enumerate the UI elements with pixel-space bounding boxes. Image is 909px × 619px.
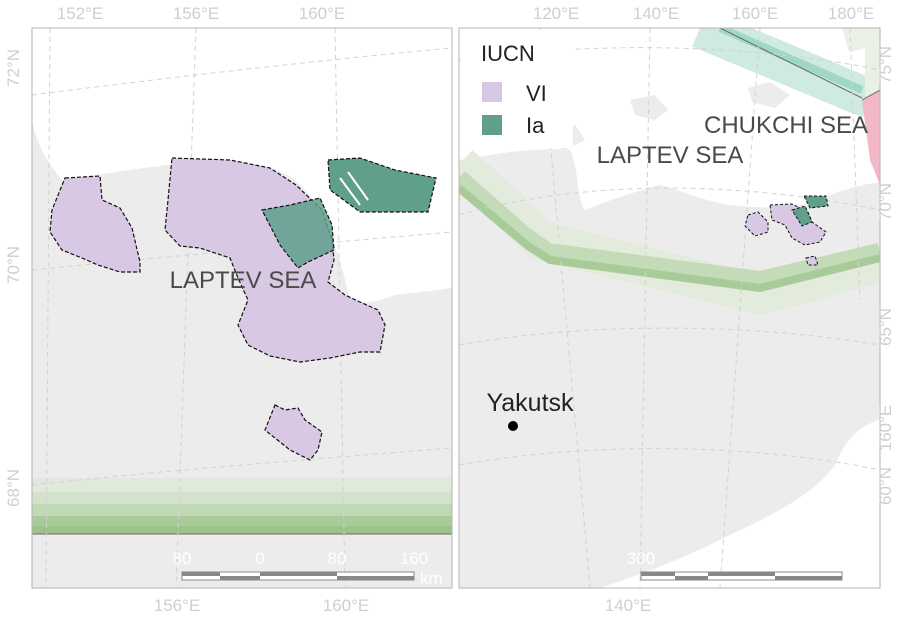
right-side-tick-2: 65°N: [876, 308, 895, 346]
left-side-tick-0: 72°N: [4, 49, 23, 87]
legend-title: IUCN: [481, 41, 535, 66]
left-top-tick-2: 160°E: [299, 4, 346, 23]
right-scale-label-2: 300: [761, 549, 789, 568]
vi-area-west: [49, 175, 141, 273]
left-top-tick-0: 152°E: [57, 4, 104, 23]
left-scale-label-2: 80: [328, 549, 347, 568]
right-side-tick-4: 60°N: [876, 467, 895, 505]
left-land: [32, 28, 452, 588]
right-iucn-vi-areas: [744, 203, 827, 266]
right-scale-label-1: 0: [703, 549, 712, 568]
right-side-tick-3: 160°E: [876, 405, 895, 452]
left-map-panel: LAPTEV SEA 80 0 80 160 km 152°E 156: [4, 4, 453, 615]
right-scale-bar: 300 0 300 600 km: [627, 549, 871, 588]
left-bottom-tick-0: 156°E: [154, 596, 201, 615]
left-side-tick-2: 68°N: [4, 469, 23, 507]
right-scale-label-3: 600: [828, 549, 856, 568]
legend-swatch-vi: [482, 82, 502, 102]
left-scale-bar: 80 0 80 160 km: [173, 549, 443, 588]
left-scale-label-1: 0: [255, 549, 264, 568]
left-sea-label: LAPTEV SEA: [170, 267, 317, 294]
left-scale-label-0: 80: [173, 549, 192, 568]
right-top-tick-0: 120°E: [533, 4, 580, 23]
right-top-tick-1: 140°E: [633, 4, 680, 23]
right-top-tick-3: 180°E: [828, 4, 875, 23]
ia-area-overlap: [261, 197, 335, 269]
legend: IUCN VI Ia: [461, 30, 573, 148]
right-sea-label-laptev: LAPTEV SEA: [597, 142, 744, 169]
vi-area-south: [264, 404, 323, 461]
legend-swatch-ia: [482, 115, 502, 135]
right-top-tick-2: 160°E: [732, 4, 779, 23]
left-side-tick-1: 70°N: [4, 246, 23, 284]
right-map-panel: LAPTEV SEA CHUKCHI SEA Yakutsk 300 0 300…: [458, 4, 895, 615]
legend-label-vi: VI: [526, 81, 547, 106]
legend-label-ia: Ia: [526, 113, 545, 138]
left-scale-unit: km: [420, 569, 443, 588]
right-scale-label-0: 300: [627, 549, 655, 568]
city-label-yakutsk: Yakutsk: [486, 389, 574, 417]
right-bottom-tick-0: 140°E: [605, 596, 652, 615]
left-scale-label-3: 160: [400, 549, 428, 568]
left-bottom-tick-1: 160°E: [323, 596, 370, 615]
right-scale-unit: km: [848, 569, 871, 588]
city-point-yakutsk: [508, 421, 518, 431]
right-side-tick-0: 75°N: [876, 46, 895, 84]
right-buffer-bands: [459, 28, 880, 316]
right-iucn-ia-areas: [791, 195, 829, 227]
left-top-tick-1: 156°E: [173, 4, 220, 23]
right-sea-label-chukchi: CHUKCHI SEA: [704, 112, 868, 139]
right-side-tick-1: 70°N: [876, 183, 895, 221]
